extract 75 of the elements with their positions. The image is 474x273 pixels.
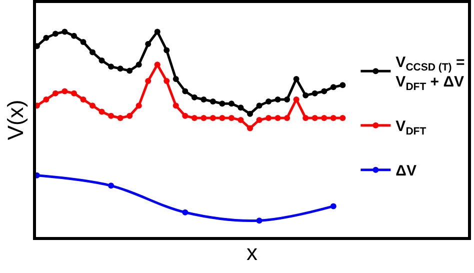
y-axis-title: V(x) — [3, 100, 28, 140]
point — [312, 114, 318, 121]
point — [330, 114, 336, 121]
point — [62, 88, 68, 94]
point — [228, 100, 234, 107]
point — [321, 88, 328, 94]
point — [256, 117, 262, 123]
point — [219, 100, 226, 107]
point — [70, 32, 77, 39]
point — [238, 117, 244, 123]
point — [90, 49, 96, 56]
text: V$_{CCSD (T)}$ = V$_{DFT}$ + ΔV — [396, 54, 465, 93]
point — [247, 110, 254, 117]
point — [117, 114, 124, 121]
point — [62, 28, 68, 35]
point — [164, 78, 170, 84]
point — [182, 112, 188, 119]
point — [330, 84, 336, 90]
point — [340, 114, 346, 121]
point — [117, 66, 124, 72]
point — [126, 68, 133, 74]
point — [145, 78, 152, 84]
point — [228, 114, 234, 121]
legend-label: V$_{DFT}$ — [396, 118, 427, 138]
point — [154, 62, 160, 68]
point — [274, 114, 281, 121]
point — [52, 30, 58, 37]
point — [90, 102, 96, 109]
point — [182, 88, 188, 94]
point — [321, 114, 328, 121]
point — [43, 96, 50, 102]
point — [182, 209, 188, 216]
point — [200, 114, 207, 121]
point — [126, 112, 133, 119]
point — [266, 114, 272, 121]
point — [293, 96, 300, 102]
point — [172, 76, 179, 82]
point — [52, 90, 58, 96]
point — [108, 64, 114, 70]
point — [238, 104, 244, 111]
point — [210, 114, 216, 121]
point — [266, 98, 272, 105]
point — [210, 98, 216, 105]
point — [136, 62, 142, 68]
point — [98, 57, 105, 64]
point — [191, 114, 198, 121]
point — [43, 34, 50, 41]
legend-label: ΔV — [396, 162, 416, 180]
point — [70, 90, 77, 96]
x-axis-title: x — [246, 240, 258, 266]
point — [302, 92, 309, 98]
point — [164, 47, 170, 54]
point — [256, 102, 262, 109]
point — [302, 114, 309, 121]
point — [340, 82, 346, 88]
point — [256, 218, 262, 224]
point — [247, 125, 254, 132]
point — [274, 96, 281, 102]
point — [293, 76, 300, 82]
point — [219, 114, 226, 121]
point — [108, 112, 114, 119]
point — [200, 96, 207, 102]
point — [98, 108, 105, 115]
point — [172, 102, 179, 109]
point — [330, 203, 336, 210]
point — [145, 41, 152, 48]
point — [284, 114, 290, 121]
point — [154, 28, 160, 35]
point — [80, 96, 86, 102]
point — [312, 90, 318, 96]
point — [80, 39, 86, 45]
point — [108, 182, 114, 189]
point — [284, 96, 290, 102]
point — [191, 94, 198, 100]
point — [136, 102, 142, 109]
